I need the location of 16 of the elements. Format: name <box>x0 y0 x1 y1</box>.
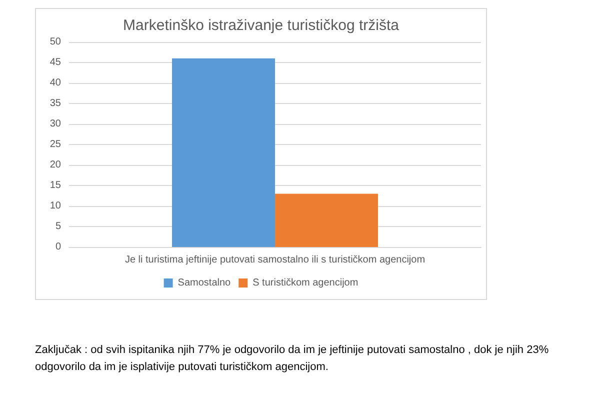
y-tick-label: 20 <box>50 160 62 170</box>
y-tick-label: 15 <box>50 180 62 191</box>
y-tick-label: 45 <box>50 57 62 68</box>
y-tick-label: 25 <box>50 139 62 150</box>
y-tick-label: 50 <box>50 36 62 48</box>
y-tick-label: 0 <box>55 242 62 252</box>
y-tick-label: 5 <box>55 221 62 232</box>
text: Zaključak : od svih ispitanika njih 77% je odgovorilo da im je jeftinije putovati samostalno , dok je njih 23% odgovorilo da im je isplativije putovati turističkom agencijom. <box>35 343 550 375</box>
x-tick-label: Je li turistima jeftinije putovati samostalno ili s turističkom agencijom <box>124 254 426 266</box>
chart-title: Marketinško istraživanje turističkog tržišta <box>123 17 400 34</box>
legend-label: Samostalno <box>178 278 232 288</box>
y-tick-label: 40 <box>50 78 62 88</box>
y-tick-label: 10 <box>50 200 62 212</box>
y-tick-label: 35 <box>50 98 62 109</box>
y-tick-label: 30 <box>50 118 62 130</box>
legend-label: S turističkom agencijom <box>252 278 358 288</box>
